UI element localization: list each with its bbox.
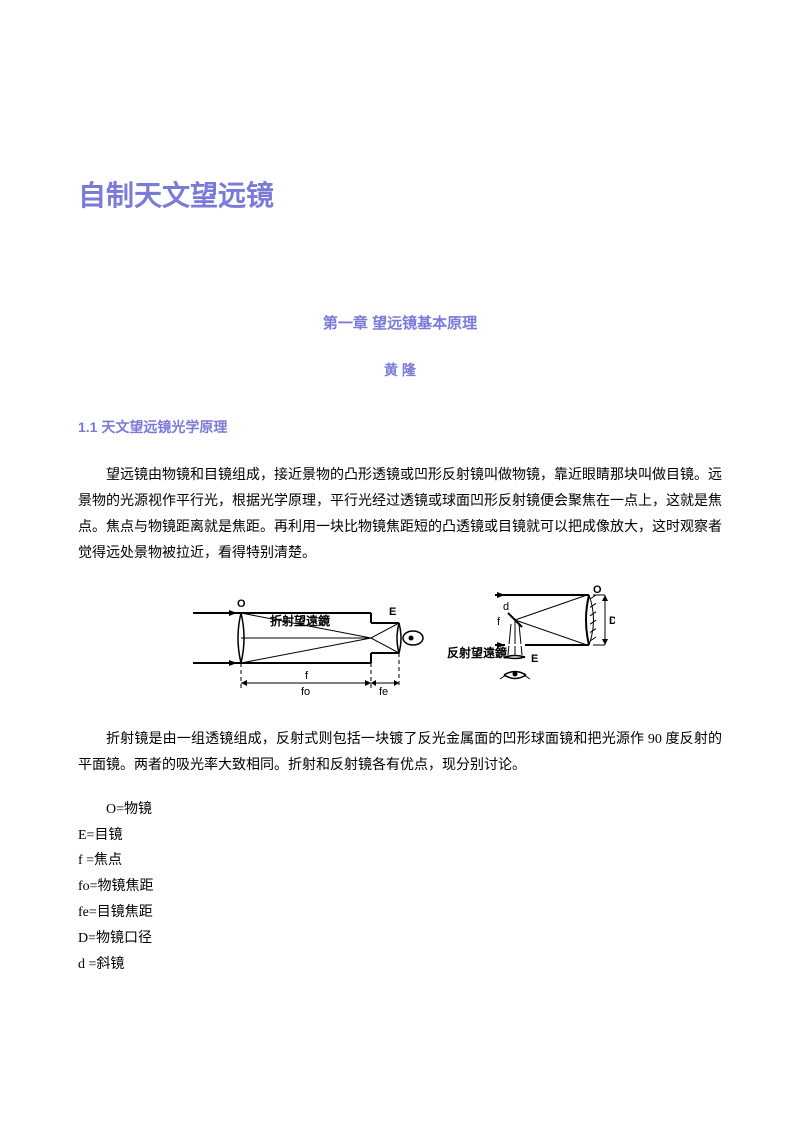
- page-title: 自制天文望远镜: [78, 170, 722, 222]
- svg-text:fe: fe: [379, 686, 388, 698]
- section-heading: 1.1 天文望远镜光学原理: [78, 415, 722, 441]
- definition-line: O=物镜: [78, 797, 722, 823]
- definition-line: fo=物镜焦距: [78, 874, 722, 900]
- svg-text:f: f: [305, 670, 309, 682]
- svg-text:E: E: [389, 606, 396, 618]
- svg-text:折射望遠鏡: 折射望遠鏡: [270, 613, 330, 628]
- symbol-definitions: O=物镜E=目镜f =焦点fo=物镜焦距fe=目镜焦距D=物镜口径d =斜镜: [78, 797, 722, 978]
- svg-text:反射望遠鏡: 反射望遠鏡: [447, 645, 507, 660]
- definition-line: E=目镜: [78, 823, 722, 849]
- body-paragraph-2: 折射镜是由一组透镜组成，反射式则包括一块镀了反光金属面的凹形球面镜和把光源作 9…: [78, 727, 722, 779]
- telescope-diagram-svg: 折射望遠鏡OEffofe反射望遠鏡OdfED: [185, 585, 615, 705]
- svg-text:E: E: [531, 653, 538, 665]
- svg-text:O: O: [593, 585, 602, 596]
- svg-text:fo: fo: [301, 686, 310, 698]
- svg-text:O: O: [237, 598, 246, 610]
- optics-diagram: 折射望遠鏡OEffofe反射望遠鏡OdfED: [78, 585, 722, 705]
- author-name: 黄 隆: [78, 358, 722, 384]
- definition-line: fe=目镜焦距: [78, 900, 722, 926]
- svg-text:D: D: [609, 615, 615, 627]
- definition-line: D=物镜口径: [78, 926, 722, 952]
- definition-line: d =斜镜: [78, 952, 722, 978]
- chapter-heading: 第一章 望远镜基本原理: [78, 310, 722, 338]
- svg-text:f: f: [497, 616, 501, 628]
- body-paragraph-1: 望远镜由物镜和目镜组成，接近景物的凸形透镜或凹形反射镜叫做物镜，靠近眼睛那块叫做…: [78, 463, 722, 567]
- svg-text:d: d: [503, 601, 509, 613]
- definition-line: f =焦点: [78, 848, 722, 874]
